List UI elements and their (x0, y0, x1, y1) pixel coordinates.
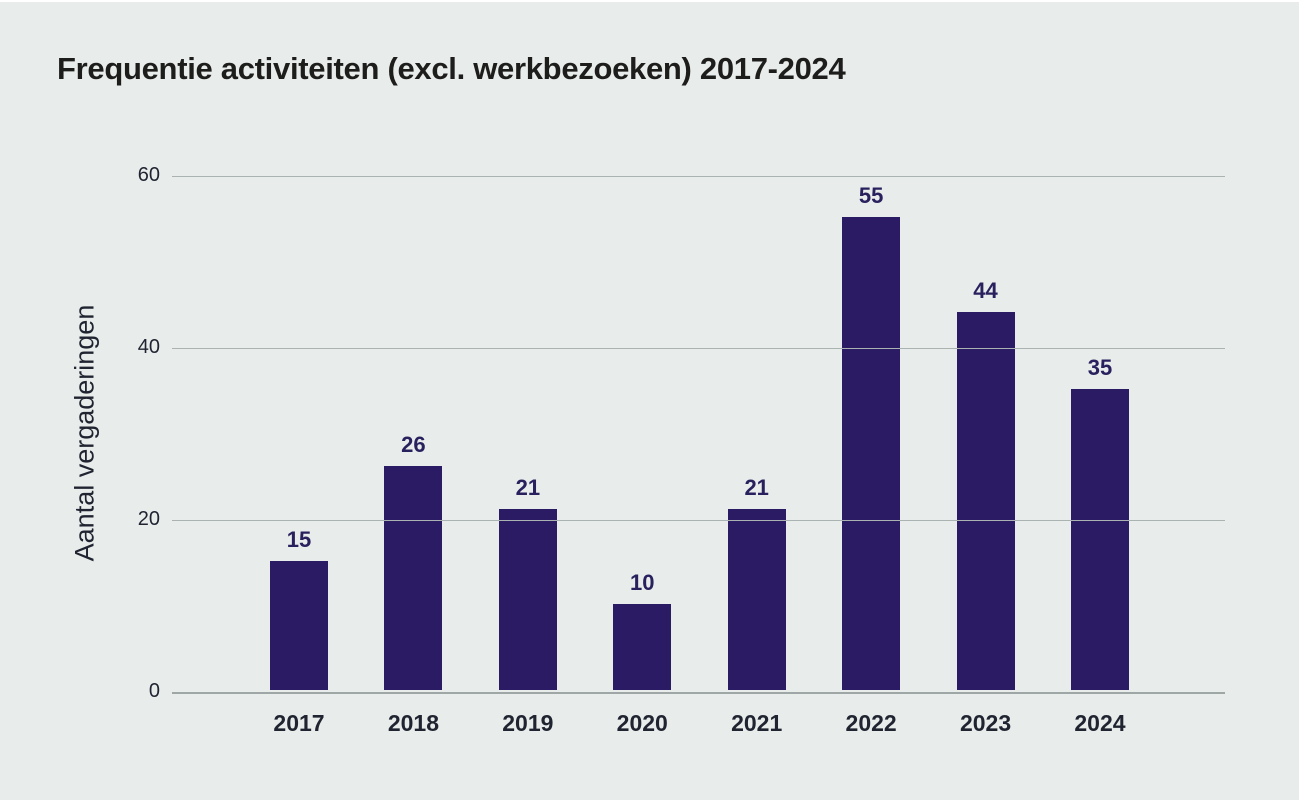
bar-value-label: 26 (401, 432, 426, 457)
bar-group-2018: 26 2018 (384, 432, 443, 736)
bar-group-2021: 21 2021 (727, 475, 786, 736)
y-tick-label-20: 20 (137, 508, 160, 531)
bar-value-label: 15 (286, 527, 312, 552)
x-tick-label: 2019 (502, 710, 554, 736)
bar-value-label: 21 (515, 475, 541, 500)
bars-row: 15 2017 26 2018 21 2019 10 2020 21 2021 55 2022 44 20… (172, 174, 1225, 736)
bar (270, 561, 328, 690)
bar-value-label: 10 (630, 570, 655, 595)
bar (498, 509, 557, 690)
x-axis-baseline (172, 692, 1225, 694)
y-tick-label-40: 40 (137, 336, 160, 359)
gridline-60 (172, 176, 1225, 177)
bar-value-label: 55 (858, 183, 884, 208)
bar (1070, 389, 1129, 690)
bar (613, 604, 672, 690)
x-tick-label: 2020 (616, 710, 668, 736)
x-tick-label: 2017 (273, 710, 325, 736)
x-tick-label: 2023 (959, 710, 1012, 736)
bar (842, 217, 901, 690)
bar-group-2017: 15 2017 (270, 527, 328, 736)
bar-group-2019: 21 2019 (498, 475, 557, 736)
bar-group-2022: 55 2022 (842, 183, 901, 736)
plot-area: 15 2017 26 2018 21 2019 10 2020 21 2021 55 2022 44 20… (138, 164, 1225, 736)
y-tick-label-60: 60 (137, 164, 160, 187)
chart-title: Frequentie activiteiten (excl. werkbezoe… (57, 51, 846, 86)
bar-value-label: 35 (1087, 355, 1113, 380)
x-tick-label: 2021 (731, 710, 783, 736)
gridline-20 (172, 520, 1225, 521)
frame-top-strip (0, 0, 1299, 2)
frame-bottom-strip (0, 800, 1299, 808)
y-tick-label-0: 0 (148, 680, 160, 703)
bar-group-2023: 44 2023 (956, 278, 1015, 736)
gridline-40 (172, 348, 1225, 349)
x-tick-label: 2018 (387, 710, 440, 736)
x-tick-label: 2024 (1074, 710, 1126, 736)
x-tick-label: 2022 (845, 710, 897, 736)
bar-group-2024: 35 2024 (1070, 355, 1129, 736)
y-axis-label: Aantal vergaderingen (69, 304, 100, 562)
bar-value-label: 44 (973, 278, 998, 303)
bar-value-label: 21 (744, 475, 769, 500)
bar-group-2020: 10 2020 (613, 570, 672, 736)
bar (727, 509, 786, 690)
bar (384, 466, 443, 690)
bar (956, 312, 1015, 690)
